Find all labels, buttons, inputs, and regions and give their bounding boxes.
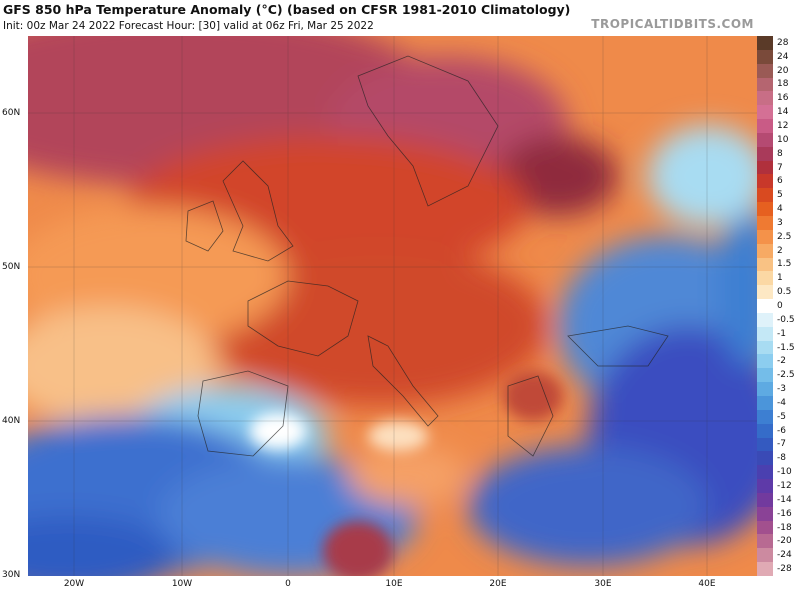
colorbar-swatch	[757, 174, 773, 189]
colorbar-label: -1	[777, 328, 786, 339]
colorbar-label: 0.5	[777, 287, 792, 298]
colorbar-swatch	[757, 160, 773, 175]
colorbar-label: 10	[777, 134, 789, 145]
colorbar-label: 16	[777, 93, 789, 104]
colorbar-label: -4	[777, 397, 786, 408]
colorbar-swatch	[757, 396, 773, 410]
colorbar-swatch	[757, 340, 773, 355]
colorbar-swatch	[757, 479, 773, 494]
colorbar-swatch	[757, 257, 773, 272]
colorbar-label: 5	[777, 190, 783, 201]
colorbar-label: 24	[777, 51, 789, 62]
colorbar-swatch	[757, 285, 773, 300]
colorbar-swatch	[757, 423, 773, 438]
colorbar-swatch	[757, 409, 773, 424]
colorbar-swatch	[757, 188, 773, 203]
colorbar-swatch	[757, 243, 773, 258]
lon-label-40e: 40E	[698, 579, 716, 589]
colorbar-swatch	[757, 132, 773, 147]
colorbar-swatch	[757, 506, 773, 521]
colorbar-swatch	[757, 36, 773, 50]
colorbar-label: 0	[777, 301, 783, 311]
colorbar-swatch	[757, 299, 773, 314]
colorbar-label: -28	[777, 564, 792, 575]
colorbar-swatch	[757, 368, 773, 383]
colorbar-swatch	[757, 146, 773, 161]
colorbar-swatch	[757, 451, 773, 466]
colorbar-swatch	[757, 562, 773, 577]
lon-label-0: 0	[285, 579, 291, 589]
map-subtitle: Init: 00z Mar 24 2022 Forecast Hour: [30…	[3, 20, 374, 32]
colorbar-label: 1.5	[777, 259, 792, 270]
colorbar-swatch	[757, 49, 773, 64]
colorbar-swatch	[757, 91, 773, 106]
colorbar-label: -14	[777, 494, 792, 505]
colorbar-swatch	[757, 354, 773, 369]
colorbar-label: 14	[777, 107, 789, 118]
colorbar-swatch	[757, 382, 773, 397]
colorbar-swatch	[757, 534, 773, 549]
colorbar-swatch	[757, 465, 773, 480]
colorbar-label: -1.5	[777, 342, 795, 353]
colorbar	[757, 36, 773, 577]
colorbar-label: -20	[777, 536, 792, 547]
colorbar-label: 8	[777, 148, 783, 159]
colorbar-label: -16	[777, 508, 792, 519]
lon-label-20w: 20W	[63, 579, 85, 589]
lon-label-20e: 20E	[489, 579, 507, 589]
anomaly-map	[28, 36, 757, 576]
colorbar-label: 2	[777, 245, 783, 256]
colorbar-label: 3	[777, 217, 783, 228]
colorbar-swatch	[757, 520, 773, 535]
colorbar-label: -24	[777, 550, 792, 561]
colorbar-swatch	[757, 492, 773, 507]
colorbar-swatch	[757, 229, 773, 244]
lat-label-40n: 40N	[2, 416, 21, 426]
colorbar-swatch	[757, 216, 773, 230]
colorbar-swatch	[757, 77, 773, 92]
colorbar-swatch	[757, 271, 773, 286]
colorbar-swatch	[757, 63, 773, 78]
lon-label-30e: 30E	[594, 579, 612, 589]
colorbar-swatch	[757, 437, 773, 452]
colorbar-label: 1	[777, 273, 783, 284]
lat-label-30n: 30N	[2, 570, 21, 580]
colorbar-swatch	[757, 105, 773, 120]
colorbar-label: 18	[777, 79, 789, 90]
anomaly-field	[28, 36, 757, 576]
colorbar-label: 28	[777, 37, 789, 48]
colorbar-swatch	[757, 119, 773, 134]
colorbar-label: 12	[777, 121, 789, 131]
colorbar-label: -18	[777, 522, 792, 533]
colorbar-swatch	[757, 312, 773, 327]
lat-label-60n: 60N	[2, 108, 21, 118]
colorbar-label: -8	[777, 453, 786, 464]
colorbar-label: 20	[777, 65, 789, 76]
colorbar-label: 4	[777, 204, 783, 215]
colorbar-label: -0.5	[777, 314, 795, 325]
colorbar-label: -7	[777, 439, 786, 450]
colorbar-label: -12	[777, 481, 792, 491]
header: GFS 850 hPa Temperature Anomaly (°C) (ba…	[0, 0, 800, 36]
colorbar-label: -5	[777, 411, 786, 422]
map-title: GFS 850 hPa Temperature Anomaly (°C) (ba…	[3, 2, 571, 17]
colorbar-label: -2.5	[777, 370, 795, 381]
colorbar-label: 2.5	[777, 231, 792, 242]
colorbar-label: 6	[777, 176, 783, 187]
colorbar-label: -10	[777, 467, 792, 478]
colorbar-swatch	[757, 202, 773, 217]
colorbar-label: 7	[777, 162, 783, 173]
lon-label-10w: 10W	[171, 579, 193, 589]
colorbar-swatch	[757, 548, 773, 563]
colorbar-label: -3	[777, 384, 786, 395]
lat-label-50n: 50N	[2, 262, 21, 272]
brand-watermark: TROPICALTIDBITS.COM	[591, 17, 754, 31]
colorbar-label: -6	[777, 425, 786, 436]
lon-label-10e: 10E	[385, 579, 403, 589]
colorbar-swatch	[757, 326, 773, 341]
colorbar-label: -2	[777, 356, 786, 367]
